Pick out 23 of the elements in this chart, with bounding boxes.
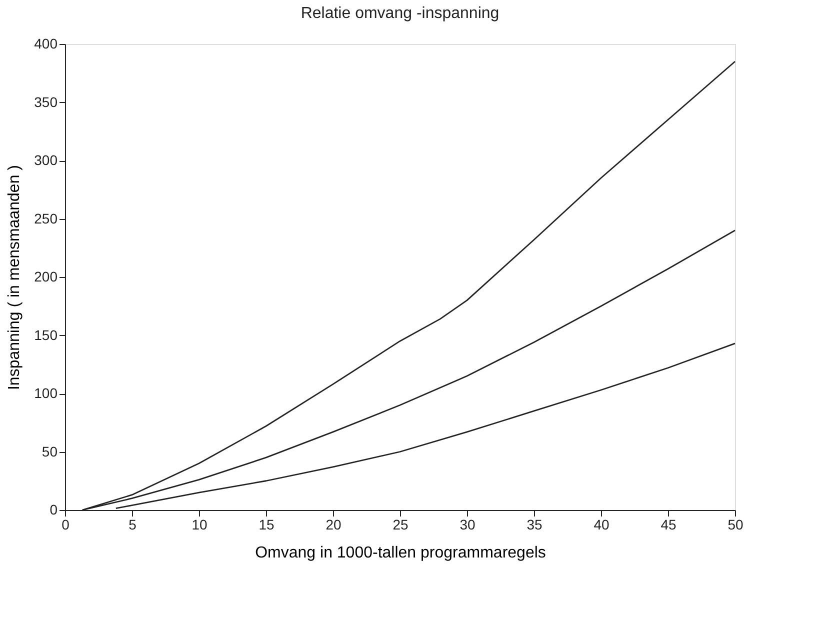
y-tick-label: 150 [34, 326, 58, 343]
x-tick-label: 25 [392, 516, 408, 532]
x-tick-label: 10 [192, 516, 208, 532]
x-tick-label: 45 [660, 516, 676, 532]
y-tick-label: 250 [34, 210, 58, 226]
y-tick-label: 400 [34, 36, 58, 52]
x-tick-label: 20 [326, 516, 342, 532]
x-tick-label: 35 [526, 516, 542, 532]
y-tick-label: 100 [34, 385, 58, 401]
y-tick-label: 350 [34, 94, 58, 110]
x-tick-label: 5 [128, 516, 137, 532]
x-tick-label: 0 [62, 516, 70, 532]
chart-title: Relatie omvang -inspanning [300, 5, 500, 22]
x-axis-title: Omvang in 1000-tallen programmaregels [255, 544, 546, 562]
y-tick-label: 50 [42, 443, 58, 460]
y-axis-title: Inspanning ( in mensmaanden ) [6, 164, 24, 390]
y-tick-label: 300 [34, 152, 58, 168]
y-tick-label: 0 [50, 502, 58, 518]
x-tick-label: 15 [258, 516, 274, 532]
x-tick-label: 30 [460, 516, 476, 532]
x-tick-label: 50 [728, 516, 744, 532]
y-tick-label: 200 [34, 268, 58, 284]
x-tick-label: 40 [594, 516, 610, 532]
